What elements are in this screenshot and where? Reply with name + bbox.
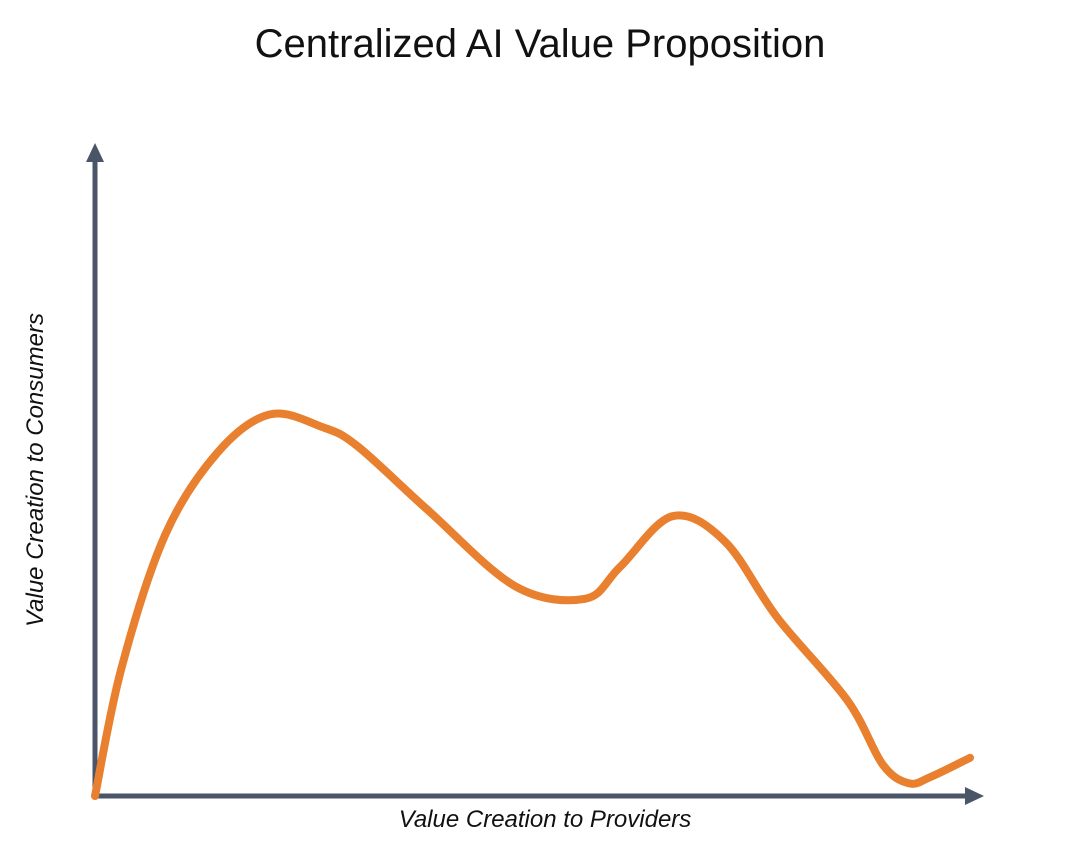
x-axis-arrowhead bbox=[965, 787, 984, 805]
series-line bbox=[91, 409, 974, 800]
x-axis-label: Value Creation to Providers bbox=[398, 806, 692, 833]
y-axis-label: Value Creation to Consumers bbox=[22, 313, 49, 627]
y-axis-arrowhead bbox=[86, 143, 104, 162]
chart-title: Centralized AI Value Proposition bbox=[254, 22, 826, 66]
